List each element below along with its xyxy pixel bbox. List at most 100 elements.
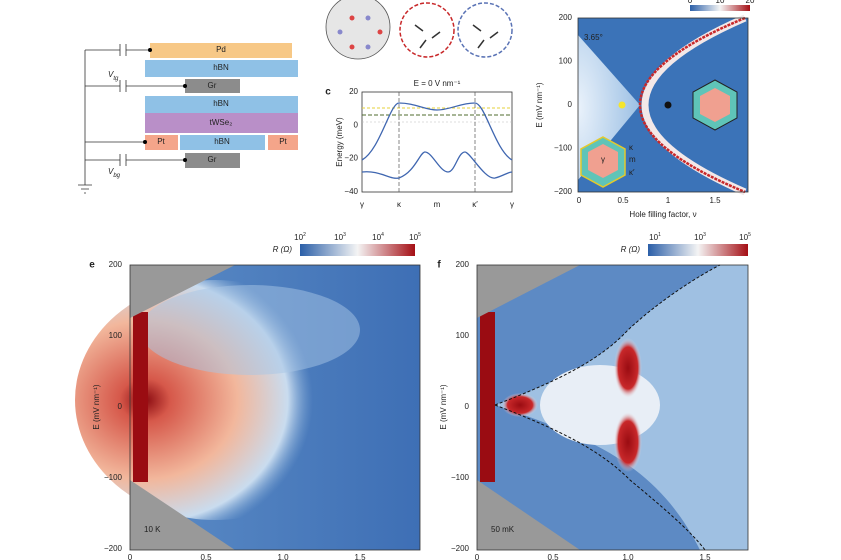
panel-b <box>325 0 513 60</box>
y-tick-label: −20 <box>344 154 358 163</box>
x-tick-label: 1.5 <box>699 553 711 560</box>
tick-base: 10 <box>694 233 703 242</box>
layer <box>145 135 178 150</box>
colorbar-tick-label: 103 <box>694 232 706 242</box>
axis-label: E (mV nm⁻¹) <box>439 384 448 429</box>
moire-circle <box>325 0 391 60</box>
tick-exponent: 3 <box>703 232 706 238</box>
y-tick-label: −200 <box>451 544 470 553</box>
angle-label: 3.65° <box>584 33 603 42</box>
y-tick-label: 200 <box>109 260 123 269</box>
panel-title: E = 0 V nm⁻¹ <box>414 79 461 88</box>
axis-label: Energy (meV) <box>335 117 344 167</box>
colorbar-tick-label: 102 <box>294 232 306 242</box>
inset-label: γ <box>601 155 605 164</box>
valley-circle <box>399 2 455 58</box>
y-tick-label: 20 <box>349 87 358 96</box>
x-tick-label: 0.5 <box>617 196 629 205</box>
tick-exponent: 2 <box>303 232 306 238</box>
panel-e <box>75 244 421 551</box>
inset-label: m <box>629 155 636 164</box>
tick-exponent: 5 <box>418 232 421 238</box>
layer <box>150 43 292 58</box>
layer <box>145 113 298 133</box>
wires <box>78 44 185 194</box>
x-tick-label: γ <box>510 200 514 209</box>
colorbar <box>648 244 748 256</box>
tick-base: 10 <box>294 233 303 242</box>
x-tick-label: 0 <box>577 196 582 205</box>
x-tick-label: 0.5 <box>200 553 212 560</box>
gate-subscript: bg <box>113 173 120 179</box>
colorbar <box>690 5 750 11</box>
layer-label: Gr <box>208 155 217 164</box>
y-tick-label: −200 <box>554 187 573 196</box>
layer <box>185 153 240 168</box>
x-tick-label: 1.0 <box>277 553 289 560</box>
tick-exponent: 4 <box>381 232 384 238</box>
valley-circle <box>457 2 513 58</box>
gate-symbol: V <box>108 70 114 79</box>
colorbar-tick-label: 20 <box>746 0 755 5</box>
inset-label: κ <box>629 143 634 152</box>
gate-subscript: tg <box>113 76 119 82</box>
tick-base: 10 <box>334 233 343 242</box>
temperature-label: 10 K <box>144 525 161 534</box>
colorbar-tick-label: 103 <box>334 232 346 242</box>
layer-label: hBN <box>214 137 230 146</box>
colorbar-tick-label: 0 <box>688 0 693 5</box>
x-tick-label: 1.0 <box>622 553 634 560</box>
y-tick-label: 0 <box>568 100 573 109</box>
y-tick-label: 200 <box>456 260 470 269</box>
x-tick-label: 0.5 <box>547 553 559 560</box>
layer-label: Pt <box>157 137 165 146</box>
tick-base: 10 <box>409 233 418 242</box>
x-tick-label: 0 <box>475 553 480 560</box>
layer-label: tWSe₂ <box>210 118 233 127</box>
layer-label: hBN <box>213 63 229 72</box>
panel-a <box>78 43 298 194</box>
inset-label: κ′ <box>629 168 635 177</box>
x-tick-label: γ <box>360 200 364 209</box>
x-tick-label: 1 <box>666 196 671 205</box>
axis-label: E (mV nm⁻¹) <box>535 82 544 127</box>
gate-voltage: Vtg <box>108 70 119 81</box>
gate-symbol: V <box>108 167 114 176</box>
x-tick-label: m <box>434 200 441 209</box>
axis-label: E (mV nm⁻¹) <box>92 384 101 429</box>
x-tick-label: κ′ <box>472 200 478 209</box>
tick-base: 10 <box>372 233 381 242</box>
y-tick-label: −100 <box>451 473 470 482</box>
panel-d <box>577 5 750 196</box>
panel-label: f <box>437 260 441 271</box>
layer-label: Gr <box>208 81 217 90</box>
colorbar-label: R (Ω) <box>621 245 641 254</box>
tick-exponent: 3 <box>343 232 346 238</box>
layer <box>145 60 298 77</box>
colorbar <box>300 244 415 256</box>
y-tick-label: 100 <box>559 57 573 66</box>
layer-label: Pt <box>279 137 287 146</box>
y-tick-label: 0 <box>465 402 470 411</box>
tick-exponent: 5 <box>748 232 751 238</box>
axis-label: Hole filling factor, ν <box>629 210 696 219</box>
colorbar-tick-label: 105 <box>739 232 751 242</box>
y-tick-label: −100 <box>104 473 123 482</box>
layer-label: hBN <box>213 99 229 108</box>
y-tick-label: 100 <box>456 331 470 340</box>
y-tick-label: −200 <box>104 544 123 553</box>
x-tick-label: 0 <box>128 553 133 560</box>
y-tick-label: 100 <box>109 331 123 340</box>
gate-voltage: Vbg <box>108 167 121 178</box>
y-tick-label: 200 <box>559 13 573 22</box>
panel-label: e <box>89 260 95 271</box>
x-tick-label: 1.5 <box>709 196 721 205</box>
colorbar-tick-label: 101 <box>649 232 661 242</box>
y-tick-label: −40 <box>344 187 358 196</box>
x-tick-label: κ <box>397 200 402 209</box>
colorbar-label: R (Ω) <box>273 245 293 254</box>
y-tick-label: −100 <box>554 144 573 153</box>
layer <box>180 135 265 150</box>
